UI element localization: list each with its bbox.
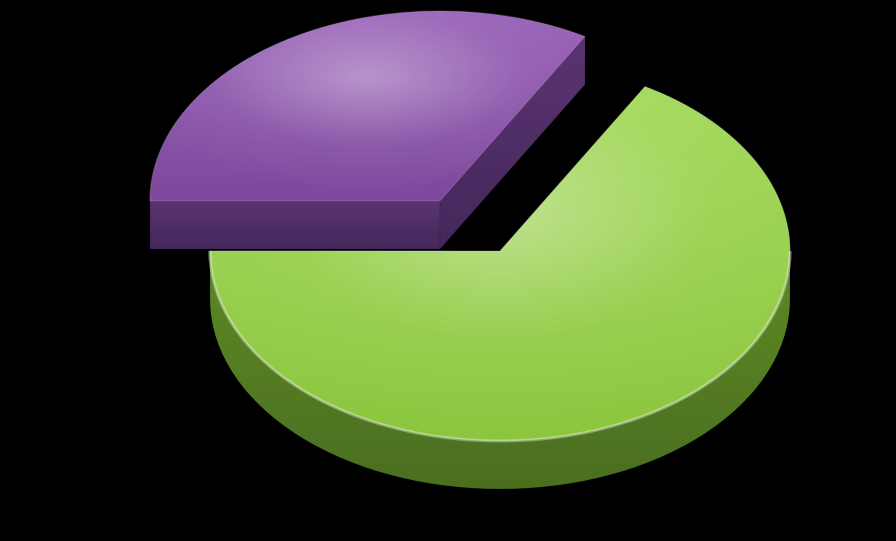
pie-chart-svg bbox=[0, 0, 896, 541]
pie-chart-3d bbox=[0, 0, 896, 541]
